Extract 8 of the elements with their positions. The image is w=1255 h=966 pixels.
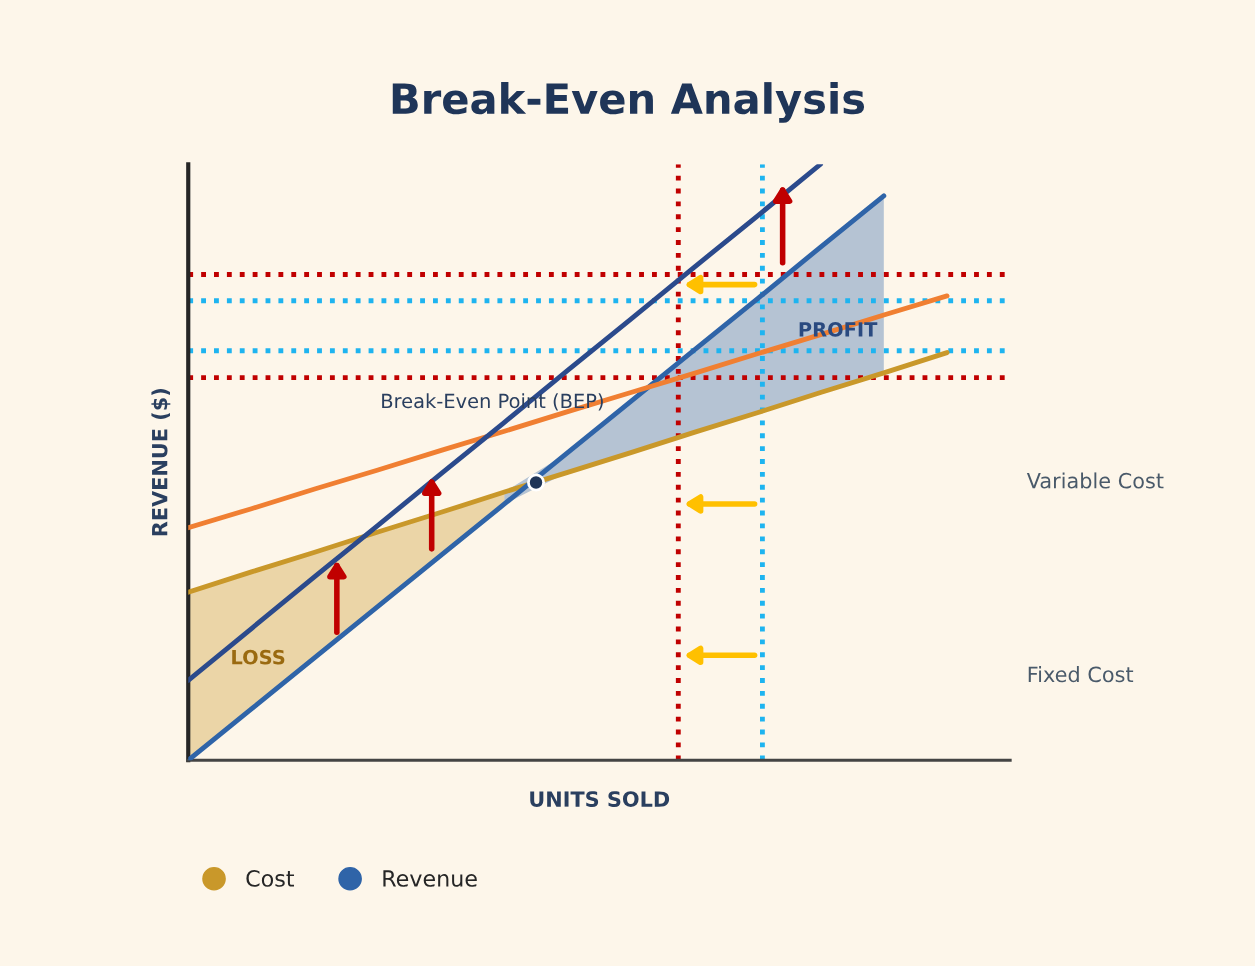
x-axis-title: UNITS SOLD bbox=[530, 791, 670, 807]
annotation: LOSS bbox=[232, 649, 285, 665]
chart-title: Break-Even Analysis bbox=[392, 82, 865, 123]
y-axis-title: REVENUE ($) bbox=[151, 389, 171, 536]
text: Variable Cost bbox=[1026, 472, 1164, 489]
text: Fixed Cost bbox=[1028, 666, 1134, 683]
legend-label: Revenue bbox=[383, 870, 477, 887]
legend-label: Cost bbox=[246, 870, 295, 887]
